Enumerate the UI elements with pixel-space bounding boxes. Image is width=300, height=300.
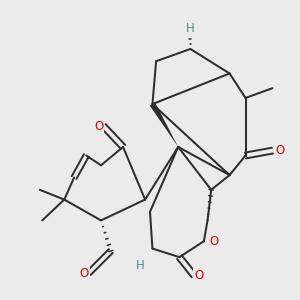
Polygon shape xyxy=(150,103,178,147)
Text: O: O xyxy=(275,144,284,157)
Text: H: H xyxy=(136,259,145,272)
Text: O: O xyxy=(94,120,103,133)
Text: O: O xyxy=(79,267,88,280)
Text: O: O xyxy=(194,269,204,282)
Text: O: O xyxy=(209,235,218,248)
Text: H: H xyxy=(186,22,195,35)
